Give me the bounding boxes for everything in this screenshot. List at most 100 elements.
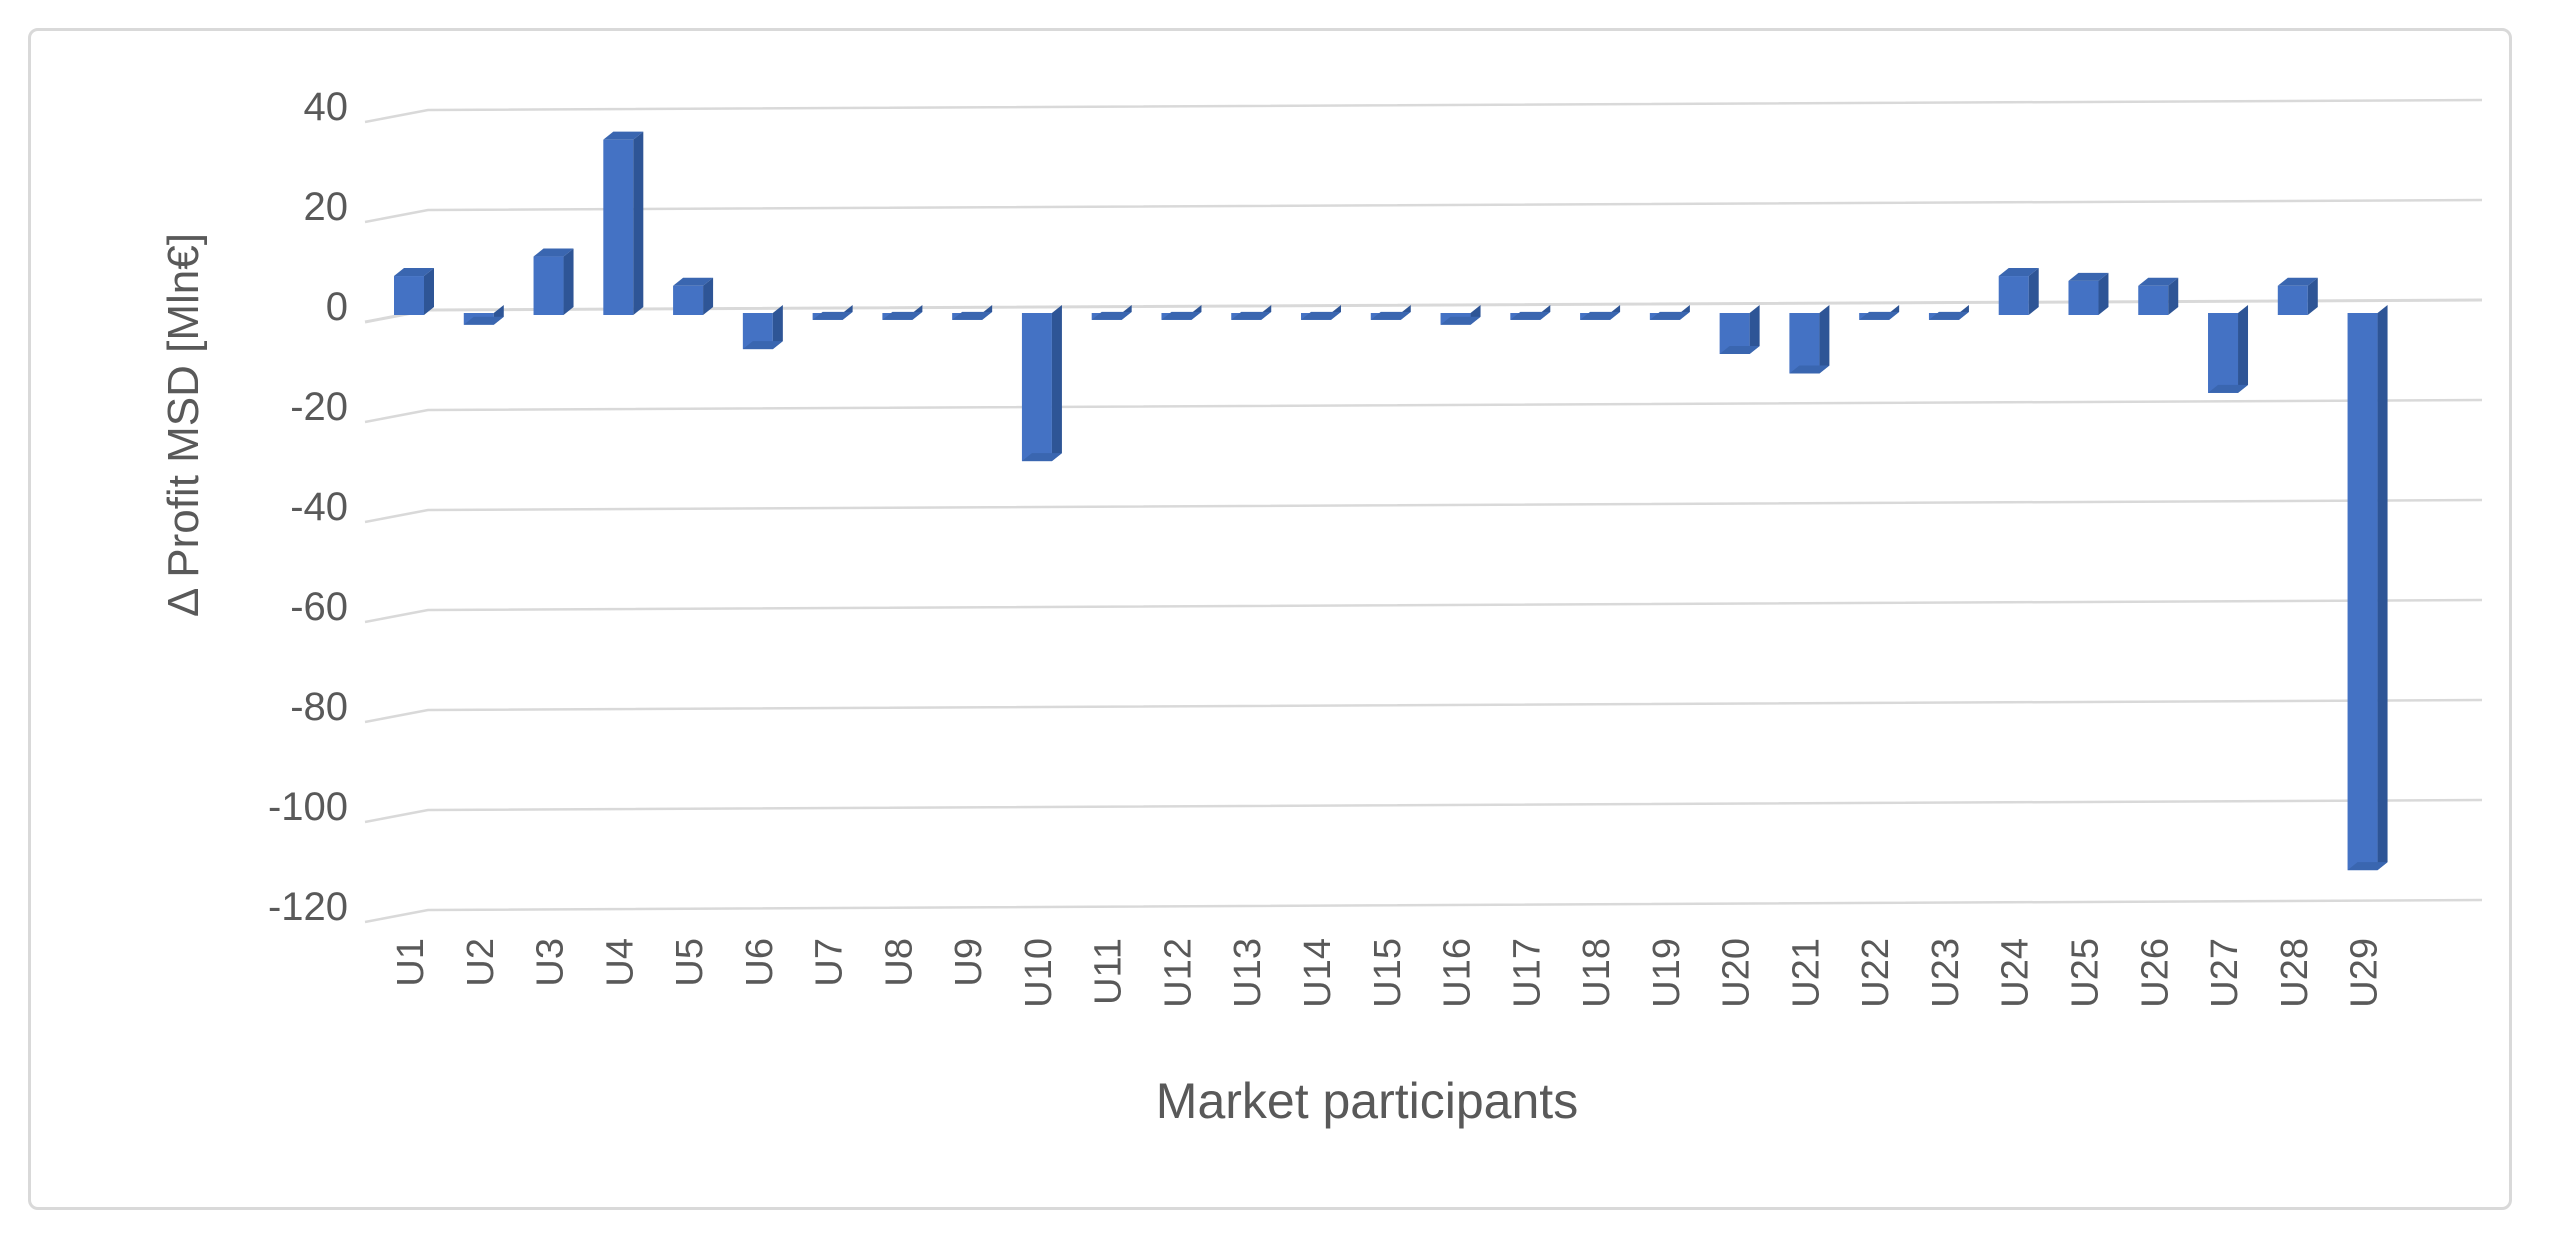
bar-U4-top (603, 131, 644, 140)
x-axis-title: Market participants (1155, 1073, 1579, 1129)
bar-U4-side (633, 131, 644, 315)
bar-U28-side (2307, 277, 2318, 315)
category-label-U29: U29 (2344, 938, 2386, 1008)
category-label-U18: U18 (1576, 938, 1618, 1008)
bar-U5-side (703, 277, 714, 315)
bar-U12-bottom (1161, 311, 1202, 320)
bar-U4-front (603, 139, 634, 315)
bar-U29-bottom (2347, 862, 2388, 871)
y-tick-label-20: 20 (304, 185, 349, 229)
category-label-U28: U28 (2274, 938, 2316, 1008)
bar-U5-front (673, 285, 704, 315)
category-label-U12: U12 (1157, 938, 1199, 1008)
bar-U9-bottom (952, 311, 993, 320)
bar-U19-bottom (1649, 311, 1690, 320)
bar-U29-side (2377, 305, 2388, 871)
bar-U10-bottom (1021, 453, 1062, 462)
category-label-U14: U14 (1297, 938, 1339, 1008)
bar-U18-bottom (1580, 311, 1621, 320)
category-label-U22: U22 (1855, 938, 1897, 1008)
bar-U7-bottom (812, 311, 853, 320)
bar-U10-front (1021, 313, 1052, 462)
category-label-U10: U10 (1018, 938, 1060, 1008)
category-label-U15: U15 (1367, 938, 1409, 1008)
bar-U20-side (1749, 305, 1760, 354)
bar-U17-bottom (1510, 311, 1551, 320)
bar-U27-front (2208, 313, 2239, 393)
bar-U24-side (2028, 268, 2039, 315)
gridline--20 (364, 398, 2483, 424)
bar-U3-side (563, 248, 574, 315)
bar-U28-top (2277, 277, 2318, 286)
bar-U21-front (1789, 313, 1820, 374)
chart-outer-border (28, 28, 2512, 1210)
category-label-U13: U13 (1227, 938, 1269, 1008)
y-tick-label--60: -60 (290, 585, 348, 629)
category-label-U17: U17 (1506, 938, 1548, 1008)
y-tick-label--80: -80 (290, 685, 348, 729)
y-axis-title: Δ Profit MSD [Mln€] (159, 233, 208, 617)
gridline--40 (364, 498, 2483, 524)
bar-U3-front (533, 256, 564, 315)
bar-U23-bottom (1928, 311, 1969, 320)
gridline-20 (364, 198, 2483, 224)
category-label-U7: U7 (809, 938, 851, 987)
gridline--100 (364, 798, 2483, 824)
bar-U15-bottom (1370, 311, 1411, 320)
bar-U14-bottom (1301, 311, 1342, 320)
bar-U25-top (2068, 272, 2109, 281)
bar-U27-side (2238, 305, 2249, 393)
y-tick-label--40: -40 (290, 485, 348, 529)
bar-U6-bottom (742, 341, 783, 350)
category-label-U9: U9 (948, 938, 990, 987)
bar-U24-top (1998, 268, 2039, 277)
bar-U16-bottom (1440, 316, 1481, 325)
y-tick-label--20: -20 (290, 385, 348, 429)
category-label-U23: U23 (1925, 938, 1967, 1008)
bar-U26-top (2138, 277, 2179, 286)
bar-U25-side (2098, 272, 2109, 315)
category-label-U8: U8 (878, 938, 920, 987)
category-label-U11: U11 (1088, 938, 1130, 1005)
category-label-U27: U27 (2204, 938, 2246, 1008)
bar-U28-front (2277, 285, 2308, 315)
bar-U10-side (1051, 305, 1062, 462)
category-label-U2: U2 (460, 938, 502, 987)
category-label-U24: U24 (1995, 938, 2037, 1008)
y-tick-label-0: 0 (326, 285, 348, 329)
category-label-U1: U1 (390, 938, 432, 987)
category-label-U19: U19 (1646, 938, 1688, 1008)
bar-U13-bottom (1231, 311, 1272, 320)
category-label-U3: U3 (530, 938, 572, 987)
category-label-U26: U26 (2134, 938, 2176, 1008)
category-label-U6: U6 (739, 938, 781, 987)
bar-U1-top (394, 268, 434, 277)
category-label-U16: U16 (1437, 938, 1479, 1008)
category-label-U20: U20 (1716, 938, 1758, 1008)
bar-U29-front (2347, 313, 2378, 871)
bar-U5-top (673, 277, 714, 286)
bar-U24-front (1998, 276, 2029, 315)
bar-U3-top (533, 248, 574, 257)
bar-U25-front (2068, 280, 2099, 315)
y-tick-label--100: -100 (268, 785, 348, 829)
bar-U22-bottom (1859, 311, 1900, 320)
bar-U8-bottom (882, 311, 923, 320)
gridline--120 (364, 898, 2483, 924)
bar-U20-bottom (1719, 345, 1760, 354)
y-tick-label--120: -120 (268, 885, 348, 929)
bar-U2-bottom (463, 316, 504, 325)
bar-U6-side (772, 305, 783, 350)
bar-U21-side (1819, 305, 1830, 374)
category-label-U5: U5 (669, 938, 711, 987)
gridline-40 (364, 98, 2483, 124)
y-tick-label-40: 40 (304, 85, 349, 129)
category-label-U25: U25 (2064, 938, 2106, 1008)
bar-U26-front (2138, 285, 2169, 315)
category-label-U4: U4 (599, 938, 641, 987)
bar-U1-front (394, 276, 424, 315)
category-label-U21: U21 (1785, 938, 1827, 1008)
bar-U27-bottom (2208, 384, 2249, 393)
